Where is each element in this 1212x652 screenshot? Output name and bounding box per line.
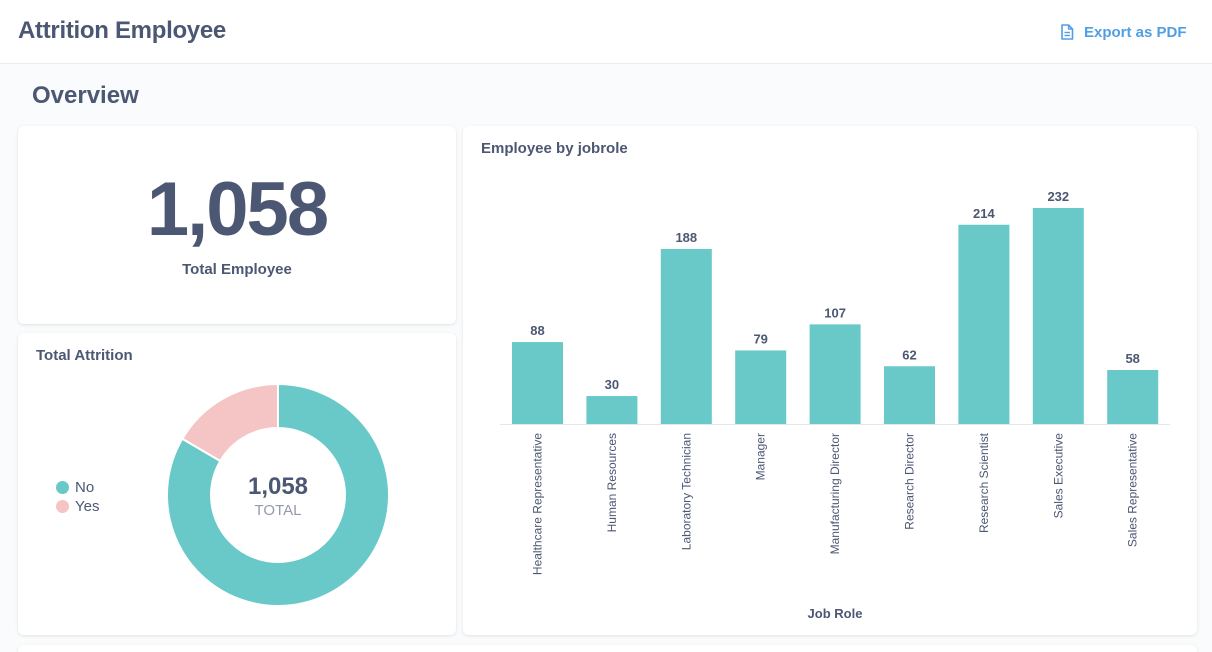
app-header: Attrition Employee Export as PDF: [0, 0, 1212, 64]
bar-value-label: 88: [530, 323, 544, 338]
x-tick-label: Laboratory Technician: [679, 433, 693, 550]
donut-slice-no[interactable]: [166, 382, 390, 607]
bar-research-scientist[interactable]: [958, 224, 1010, 424]
bar-value-label: 58: [1125, 351, 1139, 366]
section-title: Overview: [32, 82, 139, 109]
legend-item-no[interactable]: No: [56, 478, 99, 497]
bar-value-label: 79: [753, 331, 767, 346]
total-employee-card: 1,058 Total Employee: [18, 126, 456, 324]
attrition-donut-chart: 1,058 TOTAL: [166, 382, 390, 607]
x-tick-label: Healthcare Representative: [531, 433, 545, 575]
total-attrition-card: Total Attrition No Yes 1,058 TOTAL: [18, 333, 456, 635]
jobrole-bar-chart: 88 Healthcare Representative 30 Human Resou…: [500, 189, 1170, 621]
donut-slice-yes[interactable]: [180, 382, 279, 463]
x-tick-label: Sales Representative: [1126, 433, 1140, 547]
bar-value-label: 62: [902, 347, 916, 362]
export-pdf-button[interactable]: Export as PDF: [1060, 21, 1187, 43]
bar-human-resources[interactable]: [586, 396, 638, 424]
employee-by-jobrole-title: Employee by jobrole: [481, 140, 628, 157]
bar-sales-representative[interactable]: [1107, 370, 1159, 424]
total-attrition-title: Total Attrition: [36, 347, 133, 364]
bar-research-director[interactable]: [884, 366, 935, 424]
x-tick-label: Manager: [754, 433, 768, 480]
bar-healthcare-representative[interactable]: [512, 342, 563, 424]
bar-manager[interactable]: [735, 350, 787, 424]
donut-center-label: TOTAL: [255, 502, 302, 519]
x-tick-label: Manufacturing Director: [828, 433, 842, 554]
donut-legend: No Yes: [56, 478, 99, 516]
donut-center-value: 1,058: [248, 473, 308, 500]
app-title: Attrition Employee: [18, 17, 226, 44]
x-tick-label: Research Scientist: [977, 432, 991, 533]
bar-sales-executive[interactable]: [1032, 208, 1084, 424]
x-tick-label: Human Resources: [605, 433, 619, 532]
bar-manufacturing-director[interactable]: [809, 324, 861, 424]
bar-value-label: 232: [1047, 189, 1069, 204]
export-pdf-label: Export as PDF: [1084, 23, 1187, 41]
legend-item-yes[interactable]: Yes: [56, 497, 99, 516]
total-employee-value: 1,058: [146, 167, 329, 252]
bar-value-label: 188: [675, 230, 697, 245]
employee-by-jobrole-card: Employee by jobrole 88 Healthcare Represe…: [463, 126, 1197, 635]
document-icon: [1060, 24, 1074, 40]
bar-value-label: 214: [973, 206, 995, 221]
x-tick-label: Sales Executive: [1051, 433, 1065, 519]
bar-laboratory-technician[interactable]: [660, 248, 712, 424]
legend-dot-yes: [56, 500, 69, 513]
legend-label-yes: Yes: [75, 498, 100, 515]
bar-value-label: 30: [605, 377, 619, 392]
bar-value-label: 107: [824, 305, 846, 320]
total-employee-label: Total Employee: [182, 261, 292, 278]
bottom-card: [18, 645, 1197, 652]
x-tick-label: Research Director: [903, 433, 917, 530]
legend-dot-no: [56, 481, 69, 494]
x-axis-label: Job Role: [808, 606, 863, 621]
legend-label-no: No: [75, 479, 95, 496]
